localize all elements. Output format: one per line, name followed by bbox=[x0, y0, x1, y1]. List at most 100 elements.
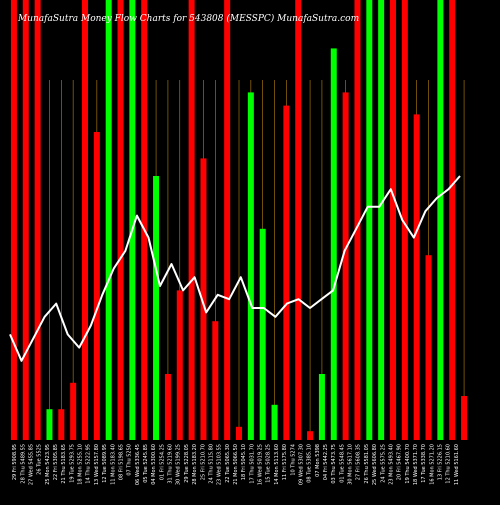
x-tick-label: 07 Mon 5398 bbox=[315, 444, 321, 477]
x-tick-label: 11 Wed 5161.60 bbox=[454, 444, 460, 485]
x-tick-label: 12 Tue 5089.95 bbox=[102, 444, 108, 483]
x-tick-label: 15 Tue 5028.25 bbox=[266, 444, 272, 483]
bar-green bbox=[437, 0, 444, 440]
x-tick-label: 19 Tue 5293.75 bbox=[69, 444, 75, 483]
x-tick-label: 01 Tue 5548.45 bbox=[339, 444, 345, 483]
x-tick-label: 28 Thu 5489.55 bbox=[20, 444, 26, 484]
chart-title: MunafaSutra Money Flow Charts for 543808… bbox=[18, 14, 360, 24]
x-tick-label: 11 Mon 5183.40 bbox=[110, 444, 116, 485]
x-tick-label: 17 Thu 5031.70 bbox=[249, 444, 255, 484]
x-tick-label: 22 Fri 5305.85 bbox=[53, 444, 59, 480]
x-tick-label: 07 Thu 5250 bbox=[127, 444, 133, 476]
bar-red bbox=[354, 0, 361, 440]
money-flow-line bbox=[9, 175, 461, 362]
x-tick-label: 04 Fri 5442.25 bbox=[323, 444, 329, 480]
x-tick-label: 14 Thu 5222.95 bbox=[86, 444, 92, 484]
bar-green bbox=[129, 0, 136, 440]
x-tick-label: 26 Thu 5581.05 bbox=[364, 444, 370, 484]
bar-red bbox=[164, 374, 171, 440]
x-tick-label: 18 Fri 5045.10 bbox=[241, 444, 247, 480]
bar-red bbox=[22, 0, 29, 440]
x-tick-label: 08 Tue 5385.10 bbox=[307, 444, 313, 483]
x-tick-label: 16 Mon 5271.20 bbox=[429, 444, 435, 485]
x-tick-label: 18 Wed 5371.70 bbox=[413, 444, 419, 485]
x-tick-label: 20 Fri 5467.90 bbox=[397, 444, 403, 480]
bar-green bbox=[153, 176, 160, 440]
x-tick-label: 21 Mon 5066.50 bbox=[233, 444, 239, 485]
bar-green bbox=[259, 228, 266, 440]
bar-red bbox=[413, 114, 420, 441]
x-tick-label: 26 Tue 5525 bbox=[37, 444, 43, 475]
bar-red bbox=[283, 105, 290, 440]
x-tick-label: 27 Fri 5608.35 bbox=[356, 444, 362, 480]
bar-red bbox=[449, 0, 456, 440]
bar-red bbox=[200, 158, 207, 440]
bar-red bbox=[307, 431, 314, 440]
bar-red bbox=[93, 132, 100, 440]
bar-red bbox=[425, 255, 432, 440]
x-tick-label: 01 Fri 5254.25 bbox=[159, 444, 165, 480]
x-tick-label: 06 Wed 5336.45 bbox=[135, 444, 141, 485]
bar-green bbox=[366, 0, 373, 440]
bar-red bbox=[461, 396, 468, 440]
bar-red bbox=[58, 409, 65, 440]
bar-green bbox=[247, 92, 254, 441]
x-tick-label: 10 Thu 5274 bbox=[290, 444, 296, 476]
bar-red bbox=[141, 0, 148, 440]
bar-red bbox=[188, 0, 195, 440]
x-tick-label: 13 Wed 5157.80 bbox=[94, 444, 100, 485]
x-tick-label: 27 Wed 5455.85 bbox=[28, 444, 34, 485]
money-flow-polyline bbox=[9, 175, 461, 362]
x-tick-label: 30 Mon 5617.10 bbox=[348, 444, 354, 485]
x-tick-label: 29 Fri 5908.95 bbox=[12, 444, 18, 480]
bar-red bbox=[82, 0, 88, 440]
bar-red bbox=[212, 321, 219, 440]
x-tick-label: 12 Thu 5210.60 bbox=[446, 444, 452, 484]
bar-green bbox=[318, 374, 325, 440]
x-tick-label: 16 Wed 5019.25 bbox=[258, 444, 264, 485]
x-tick-label: 11 Fri 5175.80 bbox=[282, 444, 288, 480]
x-tick-label: 14 Mon 5113.60 bbox=[274, 444, 280, 485]
bar-green bbox=[105, 0, 112, 440]
x-tick-label: 04 Mon 5300.60 bbox=[151, 444, 157, 485]
x-tick-label: 24 Thu 5115.80 bbox=[208, 444, 214, 484]
bar-green bbox=[271, 404, 278, 440]
x-tick-labels: 29 Fri 5908.95 28 Thu 5489.55 27 Wed 5455.… bbox=[12, 444, 460, 485]
bar-red bbox=[34, 0, 41, 440]
x-tick-label: 25 Mon 5423.95 bbox=[45, 444, 51, 485]
bar-red bbox=[176, 290, 183, 440]
x-tick-label: 25 Fri 5210.70 bbox=[200, 444, 206, 480]
bar-green bbox=[46, 409, 53, 440]
x-tick-label: 25 Wed 5606.80 bbox=[372, 444, 378, 485]
x-tick-label: 03 Thu 5473.75 bbox=[331, 444, 337, 484]
x-tick-label: 30 Wed 5199.25 bbox=[176, 444, 182, 485]
bar-green bbox=[378, 0, 385, 440]
x-tick-label: 13 Fri 5226.15 bbox=[438, 444, 444, 480]
x-tick-label: 24 Tue 5575.25 bbox=[380, 444, 386, 483]
bar-red bbox=[70, 382, 77, 440]
x-tick-label: 22 Tue 5065.30 bbox=[225, 444, 231, 483]
bars bbox=[10, 0, 468, 441]
bar-red bbox=[295, 0, 302, 440]
bar-green bbox=[330, 48, 337, 441]
x-tick-label: 08 Fri 5198.65 bbox=[118, 444, 124, 480]
x-tick-label: 05 Tue 5245.85 bbox=[143, 444, 149, 483]
x-tick-label: 29 Tue 5228.05 bbox=[184, 444, 190, 483]
x-tick-label: 09 Wed 5307.30 bbox=[298, 444, 304, 485]
x-tick-label: 19 Thu 5400.70 bbox=[405, 444, 411, 484]
bar-red bbox=[342, 92, 349, 441]
bar-red bbox=[117, 0, 124, 440]
bar-red bbox=[401, 0, 408, 440]
x-tick-label: 23 Wed 5103.55 bbox=[217, 444, 223, 485]
bar-red bbox=[224, 0, 231, 440]
x-tick-label: 18 Mon 5255.10 bbox=[78, 444, 84, 485]
x-tick-label: 31 Thu 5219.60 bbox=[168, 444, 174, 484]
x-tick-label: 21 Thu 5183.65 bbox=[61, 444, 67, 484]
bar-red bbox=[10, 0, 17, 440]
bar-red bbox=[236, 426, 242, 440]
x-tick-label: 28 Mon 5183.20 bbox=[192, 444, 198, 485]
x-tick-label: 17 Tue 5338.70 bbox=[421, 444, 427, 483]
bar-red bbox=[390, 0, 396, 440]
